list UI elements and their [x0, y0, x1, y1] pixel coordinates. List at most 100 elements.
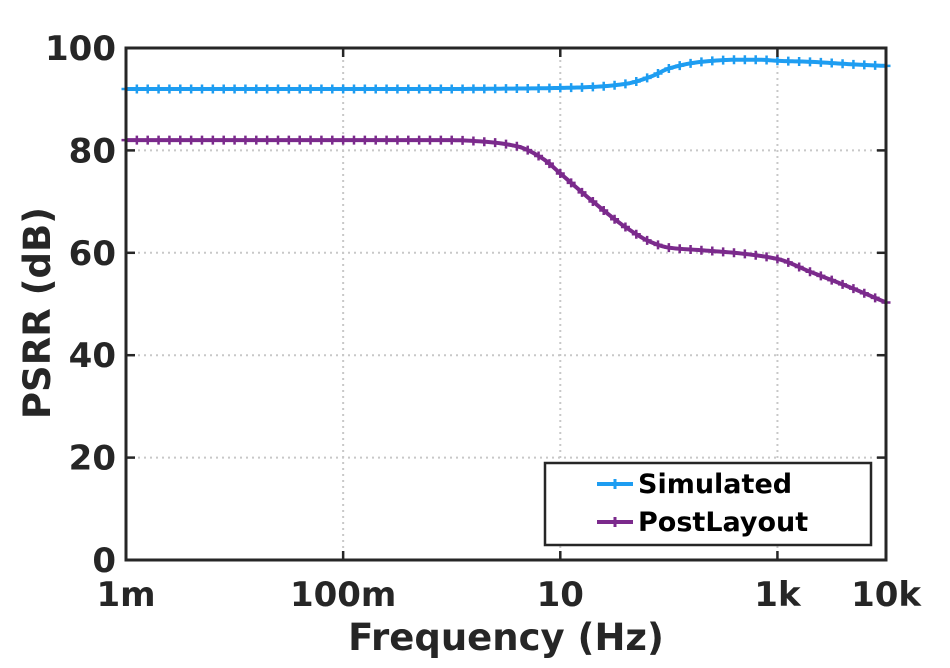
data-point	[859, 288, 869, 298]
data-point	[599, 205, 609, 215]
data-point	[490, 84, 500, 94]
data-point	[848, 59, 858, 69]
data-point	[620, 222, 630, 232]
data-point	[338, 84, 348, 94]
series-layer	[121, 55, 891, 307]
data-point	[392, 84, 402, 94]
data-point	[403, 135, 413, 145]
y-tick-label: 20	[69, 439, 116, 479]
data-point	[610, 214, 620, 224]
data-point	[512, 84, 522, 94]
data-point	[653, 240, 663, 250]
data-point	[707, 56, 717, 66]
data-point	[425, 135, 435, 145]
y-tick-label: 100	[45, 29, 116, 69]
data-point	[284, 135, 294, 145]
series-simulated	[121, 55, 891, 94]
legend-postlayout-label: PostLayout	[638, 507, 808, 538]
data-point	[696, 245, 706, 255]
data-point	[219, 135, 229, 145]
data-point	[436, 135, 446, 145]
data-point	[414, 135, 424, 145]
data-point	[805, 267, 815, 277]
data-point	[827, 275, 837, 285]
data-point	[870, 60, 880, 70]
data-point	[751, 250, 761, 260]
data-point	[588, 197, 598, 207]
data-point	[197, 84, 207, 94]
data-point	[240, 84, 250, 94]
data-point	[208, 135, 218, 145]
data-point	[783, 56, 793, 66]
data-point	[523, 83, 533, 93]
data-point	[382, 84, 392, 94]
data-point	[143, 135, 153, 145]
data-point	[306, 84, 316, 94]
data-point	[838, 59, 848, 69]
data-point	[729, 55, 739, 65]
data-point	[208, 84, 218, 94]
data-point	[610, 80, 620, 90]
data-point	[175, 135, 185, 145]
data-point	[588, 82, 598, 92]
data-point	[468, 136, 478, 146]
x-tick-label: 10k	[851, 575, 922, 615]
data-point	[783, 257, 793, 267]
data-point	[848, 284, 858, 294]
data-point	[794, 56, 804, 66]
data-point	[534, 151, 544, 161]
data-point	[371, 84, 381, 94]
data-point	[544, 83, 554, 93]
data-point	[631, 76, 641, 86]
data-point	[816, 57, 826, 67]
data-point	[718, 55, 728, 65]
data-point	[805, 57, 815, 67]
legend-box	[543, 461, 873, 547]
y-tick-label: 0	[92, 541, 116, 581]
data-point	[664, 63, 674, 73]
data-point	[827, 58, 837, 68]
data-point	[555, 168, 565, 178]
data-point	[772, 56, 782, 66]
data-point	[675, 61, 685, 71]
y-tick-label: 60	[69, 234, 116, 274]
data-point	[696, 57, 706, 67]
data-point	[534, 83, 544, 93]
data-point	[349, 135, 359, 145]
x-tick-label: 10	[537, 575, 584, 615]
data-point	[327, 135, 337, 145]
data-point	[197, 135, 207, 145]
data-point	[762, 55, 772, 65]
data-point	[664, 243, 674, 253]
data-point	[816, 271, 826, 281]
data-point	[316, 135, 326, 145]
data-point	[458, 84, 468, 94]
data-point	[164, 135, 174, 145]
data-point	[772, 254, 782, 264]
data-point	[382, 135, 392, 145]
data-point	[490, 138, 500, 148]
data-point	[675, 244, 685, 254]
data-point	[425, 84, 435, 94]
data-point	[523, 145, 533, 155]
data-point	[577, 82, 587, 92]
data-point	[751, 55, 761, 65]
data-point	[403, 84, 413, 94]
data-point	[447, 135, 457, 145]
data-point	[653, 68, 663, 78]
y-axis-title: PSRR (dB)	[16, 207, 59, 419]
data-point	[154, 84, 164, 94]
data-point	[295, 84, 305, 94]
data-point	[273, 135, 283, 145]
data-point	[468, 84, 478, 94]
data-point	[251, 135, 261, 145]
legend-simulated-marker	[610, 479, 620, 489]
data-point	[631, 229, 641, 239]
data-point	[479, 84, 489, 94]
data-point	[501, 139, 511, 149]
data-point	[642, 235, 652, 245]
data-point	[360, 135, 370, 145]
data-point	[740, 249, 750, 259]
data-point	[447, 84, 457, 94]
y-tick-label: 40	[69, 336, 116, 376]
